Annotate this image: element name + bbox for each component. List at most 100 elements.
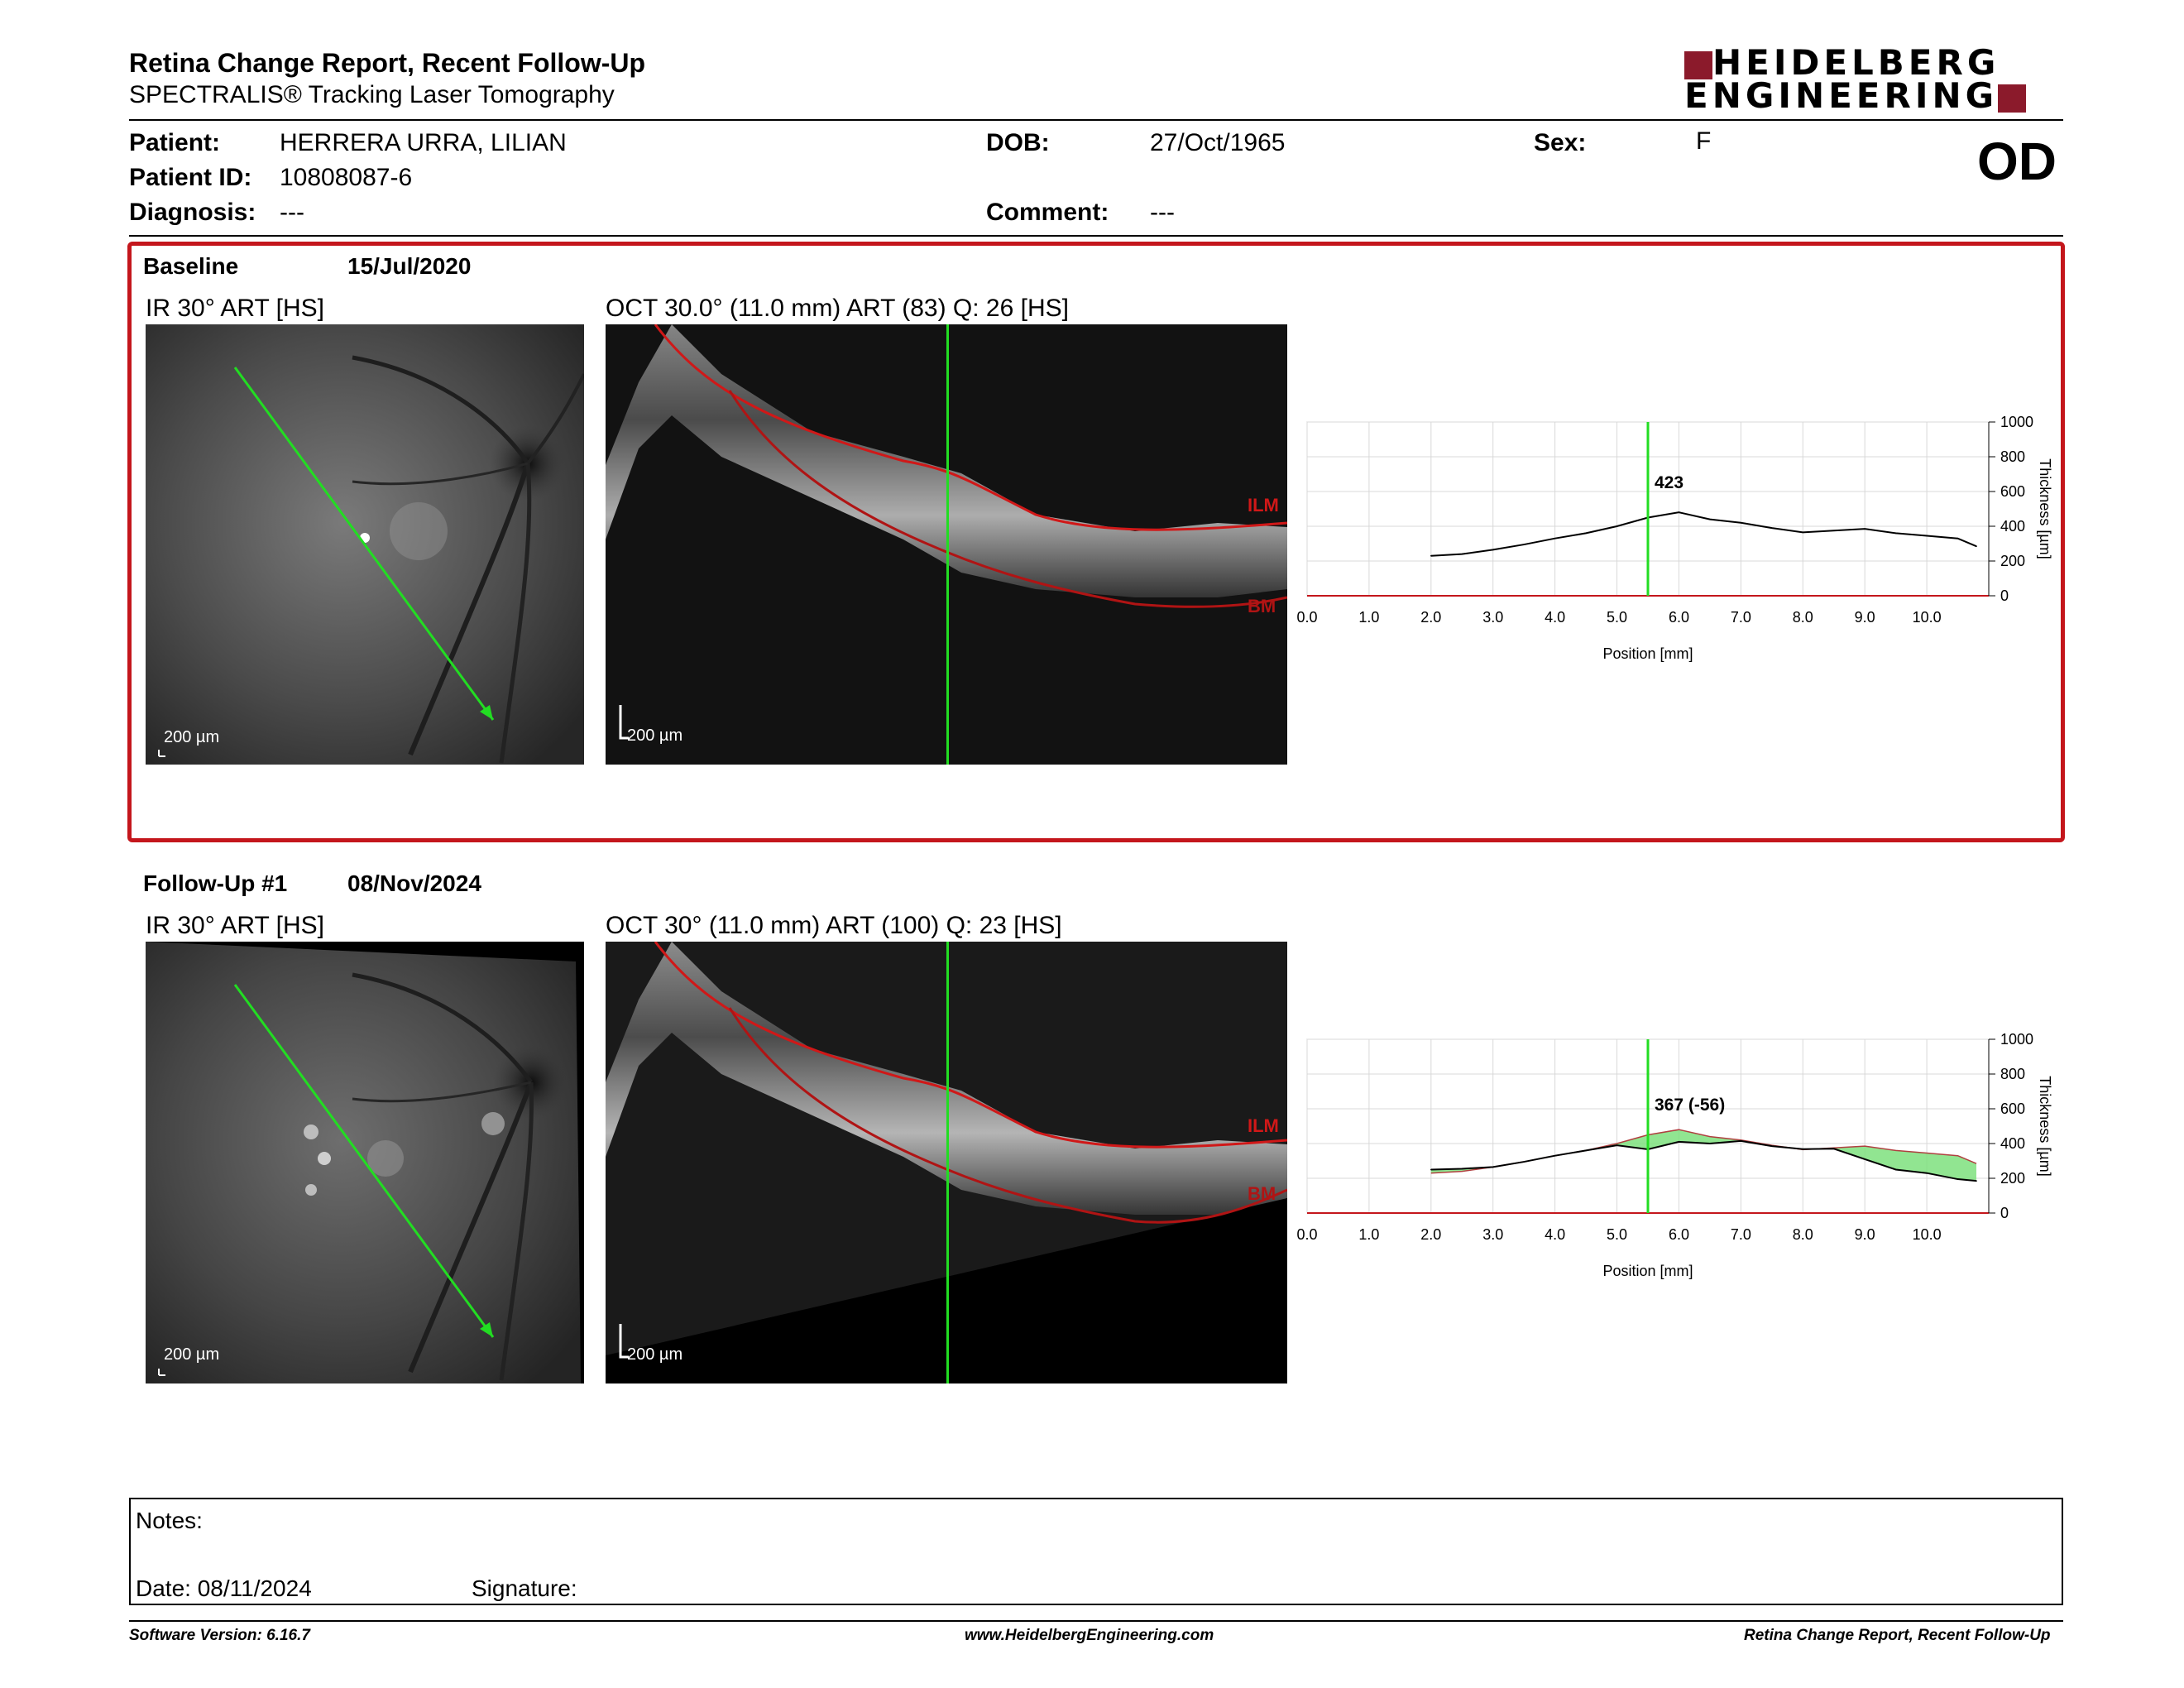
baseline-date: 15/Jul/2020: [347, 253, 472, 279]
thickness-point: [1554, 1154, 1556, 1157]
patient-name: HERRERA URRA, LILIAN: [280, 129, 567, 156]
thickness-point: [1740, 522, 1742, 524]
patient-id-label: Patient ID:: [129, 164, 252, 191]
thickness-point: [1771, 1145, 1773, 1147]
y-axis-label: Thickness [µm]: [2037, 458, 2053, 559]
x-tick-label: 6.0: [1669, 1226, 1689, 1243]
followup-ir-image: 200 µm: [146, 942, 584, 1383]
x-tick-label: 5.0: [1607, 1226, 1627, 1243]
heidelberg-logo: HEIDELBERG ENGINEERING: [1684, 46, 2063, 114]
baseline-oct-label: OCT 30.0° (11.0 mm) ART (83) Q: 26 [HS]: [606, 295, 1069, 322]
thickness-point: [1616, 525, 1618, 527]
x-tick-label: 9.0: [1855, 609, 1875, 626]
y-axis-label: Thickness [µm]: [2037, 1076, 2053, 1176]
y-tick-label: 400: [2000, 518, 2025, 535]
thickness-point: [1894, 1168, 1897, 1171]
followup-marker-value: 367 (-56): [1655, 1096, 1726, 1115]
x-tick-label: 7.0: [1731, 1226, 1751, 1243]
x-tick-label: 1.0: [1358, 1226, 1379, 1243]
baseline-marker-value: 423: [1655, 473, 1684, 492]
footer-report-name: Retina Change Report, Recent Follow-Up: [1744, 1627, 2051, 1644]
followup-oct-scale: 200 µm: [627, 1345, 683, 1364]
x-tick-label: 8.0: [1793, 1226, 1813, 1243]
thickness-point: [1802, 531, 1804, 534]
logo-square-icon: [1998, 84, 2027, 113]
thickness-point: [1956, 537, 1959, 539]
y-tick-label: 1000: [2000, 1031, 2033, 1048]
thickness-point: [1976, 545, 1977, 547]
thickness-point: [1461, 553, 1463, 555]
thickness-change-area: [1430, 1129, 1977, 1182]
report-title: Retina Change Report, Recent Follow-Up: [129, 48, 646, 78]
y-tick-label: 200: [2000, 553, 2025, 569]
divider: [129, 1620, 2063, 1622]
x-tick-label: 3.0: [1482, 609, 1503, 626]
baseline-ir-scale: 200 µm: [164, 728, 220, 746]
x-tick-label: 10.0: [1913, 1226, 1942, 1243]
x-tick-label: 9.0: [1855, 1226, 1875, 1243]
notes-label: Notes:: [136, 1508, 203, 1533]
thickness-point: [1976, 1180, 1977, 1182]
thickness-point: [1430, 1168, 1432, 1171]
y-tick-label: 0: [2000, 587, 2009, 604]
baseline-oct-image: ILM BM 200 µm: [606, 324, 1287, 765]
baseline-oct-scale: 200 µm: [627, 727, 683, 745]
divider: [129, 235, 2063, 237]
thickness-point: [1492, 1166, 1494, 1168]
y-tick-label: 600: [2000, 1101, 2025, 1117]
thickness-point: [1709, 1143, 1711, 1144]
logo-square-icon: [1684, 50, 1712, 79]
x-tick-label: 2.0: [1420, 1226, 1441, 1243]
thickness-point: [1585, 1149, 1587, 1152]
thickness-point: [1832, 1148, 1835, 1150]
x-tick-label: 0.0: [1296, 1226, 1317, 1243]
followup-ir-scale: 200 µm: [164, 1345, 220, 1364]
x-axis-label: Position [mm]: [1602, 645, 1693, 662]
thickness-point: [1926, 1172, 1928, 1174]
x-tick-label: 5.0: [1607, 609, 1627, 626]
logo-line-2: ENGINEERING: [1684, 75, 1999, 116]
x-tick-label: 10.0: [1913, 609, 1942, 626]
followup-oct-image: ILM BM 200 µm: [606, 942, 1287, 1383]
baseline-ir-image: 200 µm: [146, 324, 584, 765]
followup-bm-label: BM: [1248, 1183, 1276, 1204]
dob-value: 27/Oct/1965: [1150, 129, 1286, 156]
thickness-point: [1461, 1168, 1463, 1170]
baseline-bm-label: BM: [1248, 596, 1276, 616]
x-tick-label: 8.0: [1793, 609, 1813, 626]
thickness-point: [1523, 1161, 1525, 1163]
followup-ilm-label: ILM: [1248, 1115, 1279, 1136]
baseline-thickness-chart: 0 200 400 600 800 1000 0.0 1.0 2.0 3.0 4.0 5.0 6.0 7.…: [1296, 414, 2053, 662]
baseline-ilm-label: ILM: [1248, 495, 1279, 516]
thickness-point: [1864, 528, 1866, 530]
y-tick-label: 800: [2000, 448, 2025, 465]
thickness-point: [1523, 544, 1525, 545]
thickness-point: [1492, 549, 1494, 551]
comment-value: ---: [1150, 199, 1175, 226]
y-tick-label: 600: [2000, 483, 2025, 500]
y-tick-label: 0: [2000, 1205, 2009, 1221]
website-link[interactable]: www.HeidelbergEngineering.com: [965, 1627, 1214, 1644]
followup-oct-svg: [606, 942, 1287, 1383]
x-tick-label: 4.0: [1545, 1226, 1565, 1243]
thickness-point: [1832, 530, 1835, 532]
notes-box: [129, 1498, 2063, 1605]
y-tick-label: 400: [2000, 1135, 2025, 1152]
thickness-point: [1430, 554, 1432, 557]
thickness-point: [1709, 518, 1711, 520]
software-version: Software Version: 6.16.7: [129, 1627, 310, 1644]
y-tick-label: 800: [2000, 1066, 2025, 1082]
x-tick-label: 7.0: [1731, 609, 1751, 626]
followup-date: 08/Nov/2024: [347, 870, 481, 896]
followup-ir-label: IR 30° ART [HS]: [146, 912, 324, 939]
patient-id: 10808087-6: [280, 164, 413, 191]
x-tick-label: 6.0: [1669, 609, 1689, 626]
thickness-point: [1585, 532, 1587, 535]
thickness-point: [1554, 537, 1556, 539]
dob-label: DOB:: [986, 129, 1050, 156]
comment-label: Comment:: [986, 199, 1109, 226]
thickness-point: [1894, 532, 1897, 535]
x-axis-label: Position [mm]: [1602, 1263, 1693, 1279]
baseline-ir-label: IR 30° ART [HS]: [146, 295, 324, 322]
thickness-point: [1678, 511, 1680, 513]
